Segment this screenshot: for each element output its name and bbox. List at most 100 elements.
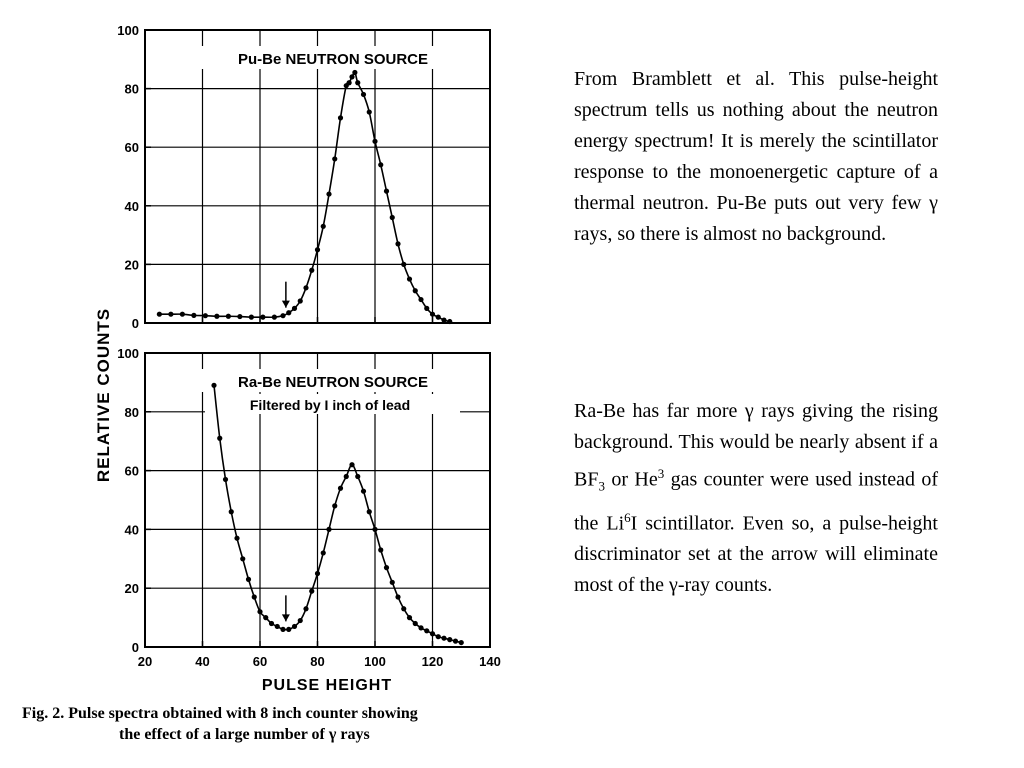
pu-be-data-point-20 (332, 156, 338, 162)
pu-be-data-point-27 (360, 91, 367, 98)
ra-be-data-point-13 (286, 626, 292, 632)
caption-line-1: Fig. 2. Pulse spectra obtained with 8 in… (22, 705, 418, 722)
ra-be-data-point-15 (297, 617, 303, 624)
ra-be-data-point-42 (452, 638, 459, 644)
ra-be-data-point-3 (228, 509, 234, 515)
para2-sup-he3: 3 (657, 466, 665, 481)
pu-be-data-point-9 (260, 314, 266, 320)
ra-be-data-point-17 (309, 588, 315, 594)
ra-be-data-point-8 (257, 609, 263, 615)
x-tick-label-100: 100 (364, 654, 386, 669)
ra-be-y-tick-label-80: 80 (125, 405, 139, 420)
ra-be-data-point-35 (412, 620, 418, 627)
ra-be-data-point-14 (291, 623, 298, 630)
ra-be-data-point-43 (458, 639, 464, 646)
ra-be-data-point-10 (268, 620, 275, 627)
pu-be-data-point-1 (168, 311, 174, 317)
ra-be-y-tick-label-100: 100 (117, 346, 139, 361)
ra-be-data-point-4 (234, 535, 240, 541)
ra-be-data-point-5 (240, 556, 246, 562)
pu-be-y-tick-label-100: 100 (117, 23, 139, 38)
y-axis-label: RELATIVE COUNTS (94, 308, 113, 482)
pu-be-data-point-11 (280, 313, 286, 319)
x-tick-label-80: 80 (310, 654, 324, 669)
pu-be-data-point-2 (179, 311, 185, 317)
pu-be-y-tick-label-0: 0 (132, 316, 139, 331)
pu-be-data-point-12 (286, 310, 292, 316)
pu-be-data-point-34 (401, 261, 407, 267)
ra-be-data-point-33 (401, 606, 407, 612)
pu-be-data-point-30 (378, 162, 384, 168)
pu-be-data-point-4 (202, 313, 208, 319)
pu-be-data-point-8 (248, 314, 254, 320)
para2-text-b: or He (604, 468, 658, 491)
pu-be-y-tick-label-80: 80 (125, 82, 139, 97)
ra-be-data-point-21 (332, 503, 338, 509)
pu-be-data-point-16 (309, 267, 315, 273)
ra-be-data-point-19 (320, 550, 326, 556)
ra-be-data-point-9 (263, 615, 269, 621)
ra-be-fit-curve (213, 385, 462, 644)
ra-be-data-point-23 (343, 473, 349, 480)
pu-be-data-point-37 (418, 296, 424, 303)
ra-be-data-point-37 (424, 628, 430, 634)
pu-be-data-point-32 (389, 214, 395, 221)
pu-be-data-point-21 (337, 115, 344, 121)
pu-be-data-point-23 (346, 80, 352, 86)
ra-be-data-point-28 (372, 526, 378, 533)
pu-be-data-point-42 (447, 318, 453, 325)
ra-be-subtitle-bg (205, 394, 460, 414)
pu-be-data-point-35 (406, 276, 413, 282)
x-tick-label-20: 20 (138, 654, 152, 669)
figure-caption: Fig. 2. Pulse spectra obtained with 8 in… (22, 703, 592, 745)
ra-be-data-point-36 (418, 625, 424, 631)
pu-be-data-point-24 (349, 74, 355, 80)
pu-be-data-point-19 (326, 191, 332, 197)
ra-be-data-point-16 (303, 606, 309, 612)
caption-line-2: the effect of a large number of γ rays (119, 726, 370, 743)
ra-be-y-tick-label-60: 60 (125, 464, 139, 479)
pu-be-y-tick-label-20: 20 (125, 257, 139, 272)
pu-be-data-point-7 (237, 313, 243, 320)
ra-be-data-point-0 (211, 382, 217, 388)
ra-be-data-point-38 (429, 631, 436, 637)
pu-be-data-point-15 (303, 285, 309, 291)
ra-be-data-point-40 (441, 635, 447, 641)
x-tick-label-120: 120 (422, 654, 444, 669)
pu-be-data-point-31 (383, 188, 390, 194)
para2-text-d: I scintillator. Even so, a pulse-height … (574, 512, 938, 597)
ra-be-discriminator-arrowhead (281, 614, 290, 622)
pu-be-discriminator-arrowhead (281, 300, 290, 308)
pu-be-data-point-39 (429, 311, 436, 317)
ra-be-data-point-11 (274, 623, 280, 630)
ra-be-data-point-24 (349, 462, 355, 468)
pu-be-y-tick-label-40: 40 (125, 199, 139, 214)
ra-be-data-point-25 (355, 473, 361, 480)
ra-be-y-tick-label-20: 20 (125, 581, 139, 596)
pu-be-data-point-13 (291, 305, 298, 311)
pu-be-data-point-18 (320, 223, 326, 229)
ra-be-y-tick-label-0: 0 (132, 640, 139, 655)
pu-be-data-point-6 (225, 313, 231, 319)
pu-be-data-point-26 (355, 80, 361, 86)
pu-be-data-point-10 (271, 314, 277, 320)
pu-be-data-point-41 (441, 317, 447, 323)
pu-be-data-point-3 (191, 312, 197, 318)
ra-be-data-point-2 (222, 476, 229, 483)
explanation-paragraph-ra-be: Ra-Be has far more γ rays giving the ris… (574, 396, 938, 601)
ra-be-data-point-6 (245, 576, 252, 582)
pu-be-data-point-40 (435, 314, 441, 320)
ra-be-data-point-30 (383, 565, 390, 571)
ra-be-data-point-32 (395, 594, 401, 600)
ra-be-y-tick-label-40: 40 (125, 522, 139, 537)
pu-be-data-point-29 (372, 138, 378, 144)
pu-be-data-point-14 (297, 298, 303, 304)
pu-be-y-tick-label-60: 60 (125, 140, 139, 155)
ra-be-data-point-39 (435, 634, 441, 640)
ra-be-data-point-22 (337, 485, 344, 491)
ra-be-data-point-34 (406, 615, 413, 621)
x-axis-label: PULSE HEIGHT (262, 677, 392, 694)
para2-text-a: Ra-Be has far more γ rays giving the ris… (574, 400, 938, 491)
ra-be-data-point-41 (447, 637, 453, 643)
